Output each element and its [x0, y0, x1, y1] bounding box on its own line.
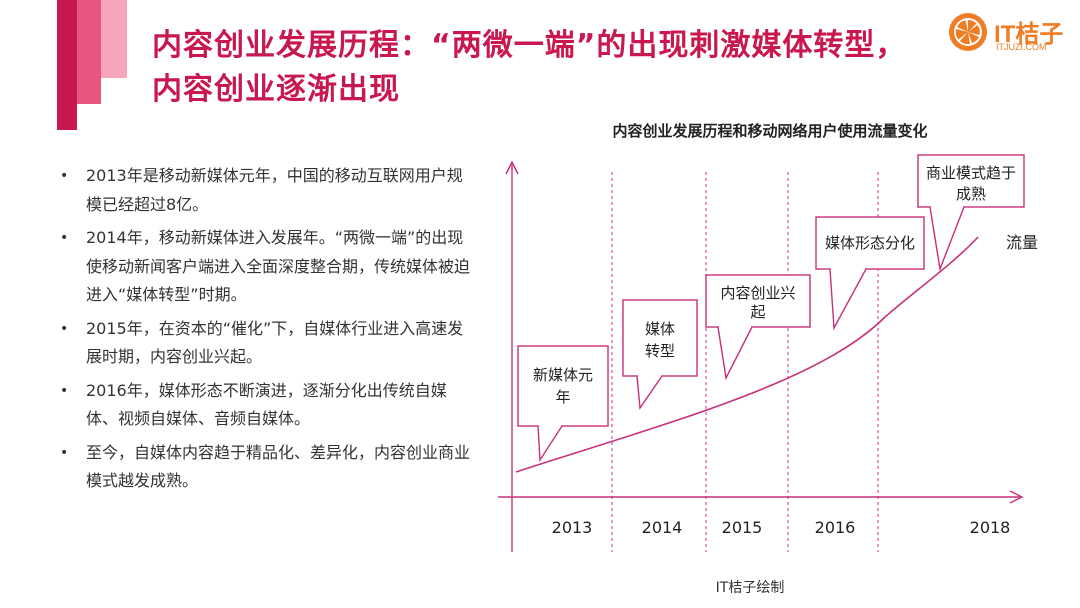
bullet-dot-icon: •	[60, 230, 69, 246]
callout-label: 内容创业兴	[720, 284, 795, 302]
callout-tail	[829, 268, 867, 331]
callout-label: 新媒体元	[533, 366, 593, 384]
series-line	[515, 236, 979, 473]
callout-label: 成熟	[956, 185, 986, 203]
x-tick-label: 2014	[642, 518, 683, 537]
decor-bar-dark	[57, 0, 77, 130]
y-axis-arrow-icon	[505, 160, 519, 175]
callout-label: 年	[555, 388, 570, 406]
x-tick-label: 2015	[722, 518, 763, 537]
callout-tail	[929, 206, 965, 272]
bullet-text: 2016年，媒体形态不断演进，逐渐分化出传统自媒体、视频自媒体、音频自媒体。	[86, 380, 447, 429]
bullet-dot-icon: •	[60, 382, 69, 399]
callout-label: 转型	[645, 342, 675, 360]
x-tick-label: 2016	[815, 518, 856, 537]
callout-box	[622, 299, 698, 377]
callout-label: 起	[750, 303, 765, 321]
series-label: 流量	[1006, 233, 1038, 252]
callout-box	[917, 154, 1025, 208]
bullet-dot-icon: •	[60, 444, 69, 461]
callout-label: 媒体	[645, 320, 675, 338]
bullet-item: • 2014年，移动新媒体进入发展年。“两微一端”的出现使移动新闻客户端进入全面深…	[60, 224, 470, 310]
bullet-dot-icon: •	[60, 320, 69, 337]
bullet-item: • 2015年，在资本的“催化”下，自媒体行业进入高速发展时期，内容创业兴起。	[60, 315, 470, 372]
callout-label: 商业模式趋于	[926, 164, 1016, 182]
bullet-item: • 至今，自媒体内容趋于精品化、差异化，内容创业商业模式越发成熟。	[60, 439, 470, 496]
x-tick-label: 2018	[970, 518, 1011, 537]
x-axis-arrow-icon	[1009, 490, 1024, 504]
callout-tail	[537, 425, 563, 463]
chart-title: 内容创业发展历程和移动网络用户使用流量变化	[612, 122, 928, 140]
bullet-list: • 2013年是移动新媒体元年，中国的移动互联网用户规模已经超过8亿。 • 2014…	[60, 162, 470, 501]
bullet-item: • 2013年是移动新媒体元年，中国的移动互联网用户规模已经超过8亿。	[60, 162, 470, 219]
callout-box	[705, 274, 811, 328]
bullet-text: 2013年是移动新媒体元年，中国的移动互联网用户规模已经超过8亿。	[86, 166, 463, 214]
bullet-text: 2015年，在资本的“催化”下，自媒体行业进入高速发展时期，内容创业兴起。	[86, 318, 464, 367]
decor-bar-light	[101, 0, 127, 78]
callout-tail	[636, 375, 663, 410]
bullet-dot-icon: •	[60, 168, 69, 184]
chart-credit: IT桔子绘制	[715, 580, 785, 596]
callout-tail	[717, 326, 753, 381]
logo-text: IT桔子	[994, 21, 1064, 48]
bullet-text: 至今，自媒体内容趋于精品化、差异化，内容创业商业模式越发成熟。	[86, 442, 471, 491]
decor-bar-mid	[77, 0, 101, 104]
orange-slice-icon	[949, 13, 987, 51]
logo-subtext: ITJUZI.COM	[996, 42, 1047, 52]
slide-title: 内容创业发展历程：“两微一端”的出现刺激媒体转型，内容创业逐渐出现	[152, 28, 907, 107]
bullet-item: • 2016年，媒体形态不断演进，逐渐分化出传统自媒体、视频自媒体、音频自媒体。	[60, 377, 470, 434]
x-tick-label: 2013	[552, 518, 593, 537]
callout-label: 媒体形态分化	[825, 234, 915, 252]
logo: IT桔子 ITJUZI.COM	[944, 8, 1074, 58]
callout-box	[517, 345, 609, 427]
chart-area: 内容创业发展历程和移动网络用户使用流量变化 2013 2014 2015 2016 20…	[490, 112, 1050, 608]
callout-box	[815, 216, 925, 270]
bullet-text: 2014年，移动新媒体进入发展年。“两微一端”的出现使移动新闻客户端进入全面深度…	[86, 228, 471, 304]
